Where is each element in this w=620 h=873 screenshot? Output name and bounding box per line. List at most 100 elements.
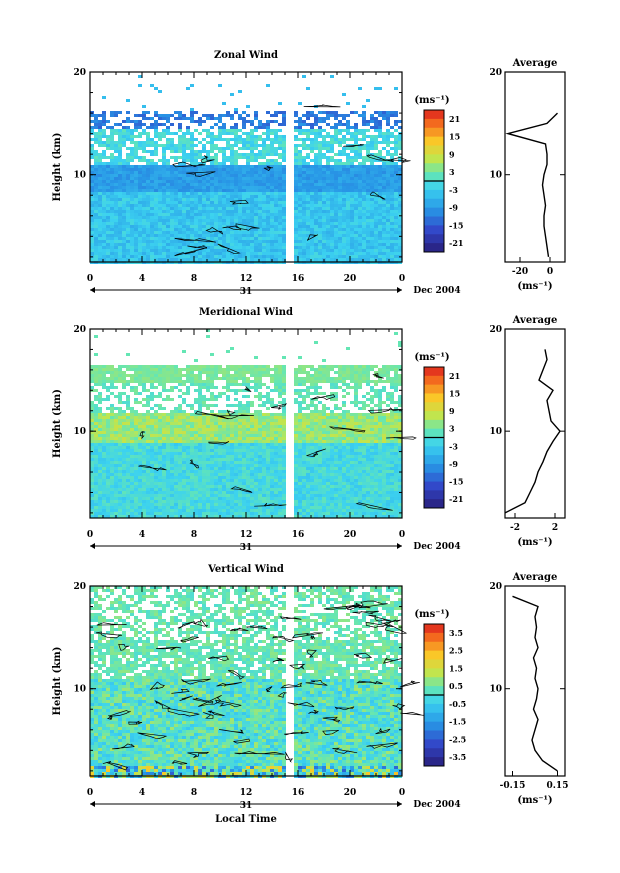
heat-cell (318, 392, 322, 395)
heat-cell (258, 204, 262, 207)
heat-cell (282, 389, 286, 392)
heat-cell (354, 374, 358, 377)
heat-cell (394, 177, 398, 180)
heat-cell (190, 210, 194, 213)
heat-cell (378, 407, 382, 410)
heat-cell (266, 180, 270, 183)
heat-cell (170, 240, 174, 243)
heat-cell (238, 425, 242, 428)
heat-cell (394, 332, 398, 335)
heat-cell (346, 413, 350, 416)
heat-cell (94, 120, 98, 123)
heat-cell (254, 377, 258, 380)
heat-cell (398, 377, 402, 380)
heat-cell (314, 243, 318, 246)
heat-cell (274, 252, 278, 255)
heat-cell (390, 401, 394, 404)
heat-cell (246, 365, 250, 368)
heat-cell (314, 380, 318, 383)
heat-cell (170, 246, 174, 249)
heat-cell (234, 258, 238, 261)
heat-cell (218, 237, 222, 240)
heat-cell (310, 365, 314, 368)
heat-cell (174, 231, 178, 234)
heat-cell (374, 371, 378, 374)
heat-cell (90, 219, 94, 222)
heat-cell (190, 428, 194, 431)
heat-cell (206, 150, 210, 153)
heat-cell (182, 425, 186, 428)
heat-cell (106, 225, 110, 228)
heat-cell (158, 225, 162, 228)
heat-cell (266, 120, 270, 123)
heat-cell (294, 198, 298, 201)
heat-cell (342, 195, 346, 198)
heat-cell (226, 416, 230, 419)
heat-cell (362, 135, 366, 138)
heat-cell (322, 210, 326, 213)
heat-cell (322, 422, 326, 425)
heat-cell (398, 201, 402, 204)
heat-cell (98, 225, 102, 228)
average-x-tick-label: 0 (547, 267, 553, 277)
heat-cell (174, 192, 178, 195)
heat-cell (142, 249, 146, 252)
heat-cell (202, 404, 206, 407)
heat-cell (218, 416, 222, 419)
heat-cell (394, 204, 398, 207)
heat-cell (150, 413, 154, 416)
heat-cell (326, 234, 330, 237)
heat-cell (298, 380, 302, 383)
heat-cell (394, 165, 398, 168)
heat-cell (358, 177, 362, 180)
heat-cell (350, 380, 354, 383)
heat-cell (362, 219, 366, 222)
heat-cell (350, 189, 354, 192)
heat-cell (110, 380, 114, 383)
heat-cell (226, 237, 230, 240)
heat-cell (110, 141, 114, 144)
heat-cell (202, 204, 206, 207)
heat-cell (294, 183, 298, 186)
heat-cell (122, 234, 126, 237)
heat-cell (182, 141, 186, 144)
heat-cell (382, 249, 386, 252)
heat-cell (102, 183, 106, 186)
heat-cell (210, 150, 214, 153)
heat-cell (182, 210, 186, 213)
heat-cell (242, 365, 246, 368)
heat-cell (346, 246, 350, 249)
heat-cell (262, 141, 266, 144)
heat-cell (166, 425, 170, 428)
heat-cell (234, 368, 238, 371)
heat-cell (222, 204, 226, 207)
heat-cell (210, 186, 214, 189)
heat-cell (154, 416, 158, 419)
heat-cell (242, 413, 246, 416)
heat-cell (182, 153, 186, 156)
heat-cell (346, 213, 350, 216)
heat-cell (110, 243, 114, 246)
heat-cell (310, 144, 314, 147)
heat-cell (322, 171, 326, 174)
heat-cell (254, 410, 258, 413)
heat-cell (278, 249, 282, 252)
heat-cell (214, 213, 218, 216)
heat-cell (274, 389, 278, 392)
heat-cell (138, 168, 142, 171)
heat-cell (342, 419, 346, 422)
heat-cell (346, 132, 350, 135)
heat-cell (230, 258, 234, 261)
heat-cell (382, 368, 386, 371)
heat-cell (154, 165, 158, 168)
heat-cell (382, 138, 386, 141)
heat-cell (278, 383, 282, 386)
heat-cell (294, 374, 298, 377)
heat-cell (382, 210, 386, 213)
heat-cell (130, 389, 134, 392)
heat-cell (162, 434, 166, 437)
heat-cell (314, 371, 318, 374)
heat-cell (234, 180, 238, 183)
heat-cell (154, 228, 158, 231)
heat-cell (166, 180, 170, 183)
